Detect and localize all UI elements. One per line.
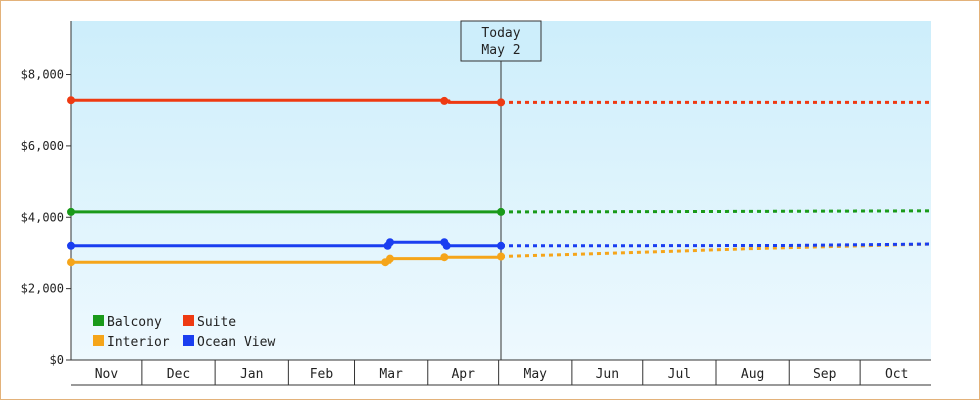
y-tick-label: $4,000 xyxy=(21,210,64,224)
legend-label-balcony: Balcony xyxy=(107,315,162,330)
legend-swatch-interior xyxy=(93,335,104,346)
data-point-balcony[interactable] xyxy=(67,207,75,216)
month-label: Mar xyxy=(379,367,403,382)
legend-swatch-balcony xyxy=(93,315,104,326)
data-point-ocean-view[interactable] xyxy=(385,238,394,247)
data-point-interior[interactable] xyxy=(385,254,394,263)
data-point-ocean-view[interactable] xyxy=(67,241,75,250)
series-projection-ocean-view xyxy=(501,242,932,248)
data-point-suite[interactable] xyxy=(67,96,75,105)
legend-label-interior: Interior xyxy=(107,335,170,350)
month-label: Dec xyxy=(167,367,190,382)
month-label: Feb xyxy=(310,367,334,382)
legend-label-ocean-view: Ocean View xyxy=(197,335,275,350)
data-point-interior[interactable] xyxy=(440,253,449,262)
month-label: Sep xyxy=(813,367,837,382)
month-label: Apr xyxy=(451,367,475,382)
today-label: Today xyxy=(481,26,520,41)
today-box xyxy=(460,20,542,62)
month-label: Oct xyxy=(885,367,908,382)
data-point-ocean-view[interactable] xyxy=(497,241,505,250)
month-label: Jul xyxy=(668,367,691,382)
y-tick-label: $0 xyxy=(50,353,64,367)
data-point-balcony[interactable] xyxy=(497,207,505,216)
month-label: May xyxy=(524,367,548,382)
month-label: Jan xyxy=(240,367,263,382)
data-point-ocean-view[interactable] xyxy=(442,241,451,250)
series-projection-balcony xyxy=(500,209,932,214)
legend-swatch-suite xyxy=(183,315,194,326)
data-point-interior[interactable] xyxy=(497,252,505,261)
data-point-suite[interactable] xyxy=(497,98,505,107)
month-label: Aug xyxy=(741,367,764,382)
y-tick-label: $8,000 xyxy=(21,68,64,82)
y-tick-label: $2,000 xyxy=(21,282,64,296)
month-label: Nov xyxy=(95,367,119,382)
data-point-interior[interactable] xyxy=(67,258,75,267)
month-label: Jun xyxy=(596,367,619,382)
data-point-suite[interactable] xyxy=(440,96,449,105)
y-tick-label: $6,000 xyxy=(21,139,64,153)
legend-swatch-ocean-view xyxy=(183,335,194,346)
legend-label-suite: Suite xyxy=(197,315,236,330)
today-date: May 2 xyxy=(481,43,520,58)
